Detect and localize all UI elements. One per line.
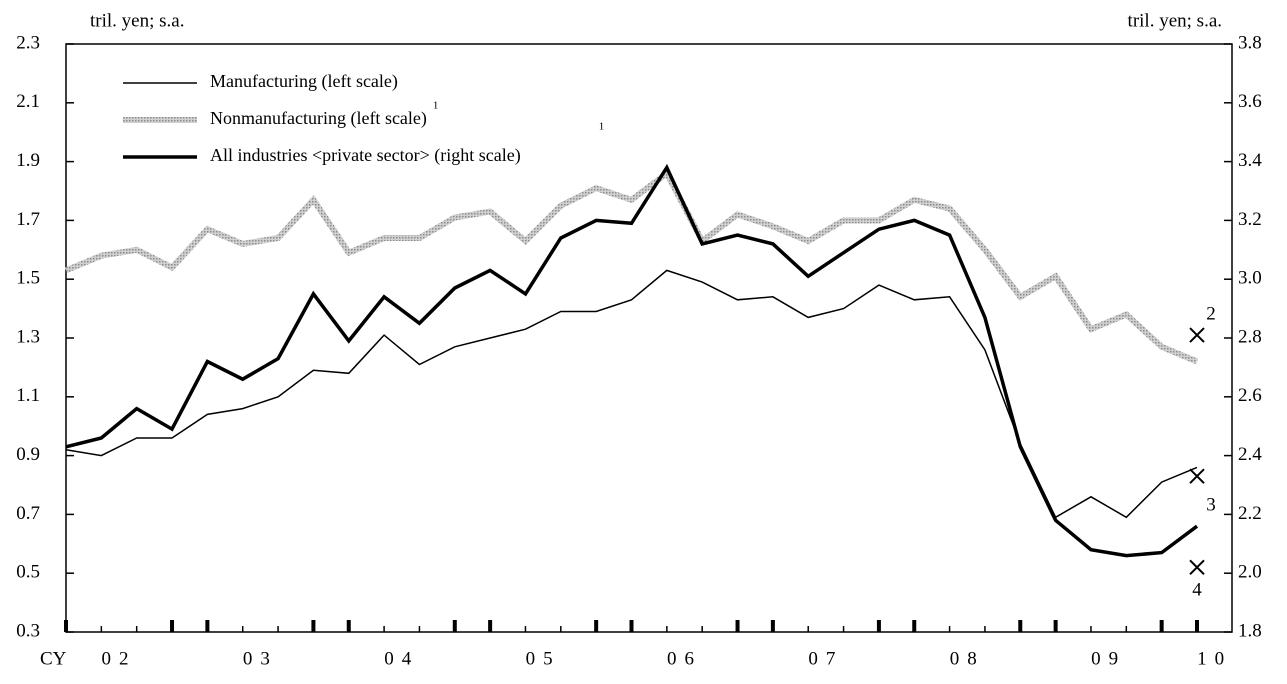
series-line: [65, 269, 1198, 519]
y-axis-label: tril. yen; s.a.: [90, 10, 184, 31]
forecast-label: 4: [1192, 580, 1202, 601]
series-line: [65, 163, 1199, 558]
forecast-marker: [1189, 468, 1205, 484]
forecast-label: 3: [1206, 495, 1216, 516]
y-tick-label: 2.1: [16, 91, 40, 112]
y2-tick-label: 1.8: [1238, 620, 1262, 641]
x-tick-label: 04: [384, 648, 419, 669]
legend-label: Nonmanufacturing (left scale): [210, 108, 427, 129]
y2-tick-label: 3.8: [1238, 32, 1262, 53]
x-tick-label: 06: [667, 648, 702, 669]
y2-axis-label: tril. yen; s.a.: [1128, 10, 1222, 31]
y-tick-label: 0.5: [16, 562, 40, 583]
legend-label: All industries <private sector> (right s…: [210, 145, 521, 166]
legend-label: Manufacturing (left scale): [210, 71, 398, 92]
x-tick-label: 09: [1091, 648, 1126, 669]
y-tick-label: 1.7: [16, 209, 40, 230]
y-tick-label: 1.9: [16, 150, 40, 171]
forecast-label: 2: [1206, 303, 1216, 324]
x-tick-label: 07: [808, 648, 843, 669]
x-tick-label: 02: [102, 648, 137, 669]
y-tick-label: 2.3: [16, 32, 40, 53]
y-tick-label: 0.7: [16, 503, 40, 524]
y2-tick-label: 3.0: [1238, 268, 1262, 289]
y-tick-label: 0.9: [16, 444, 40, 465]
x-tick-label: 05: [526, 648, 561, 669]
plot-frame: [65, 43, 1233, 633]
forecast-marker: [1189, 559, 1205, 576]
series-line: [64, 168, 1199, 365]
y2-tick-label: 2.6: [1238, 385, 1262, 406]
y2-tick-label: 2.2: [1238, 503, 1262, 524]
x-tick-label: 03: [243, 648, 278, 669]
y2-tick-label: 2.4: [1238, 444, 1262, 465]
x-tick-label: 08: [950, 648, 985, 669]
y-tick-label: 1.1: [16, 385, 40, 406]
y2-tick-label: 3.4: [1238, 150, 1262, 171]
y-tick-label: 0.3: [16, 620, 40, 641]
y2-tick-label: 2.8: [1238, 326, 1262, 347]
y-tick-label: 1.3: [16, 326, 40, 347]
y2-tick-label: 2.0: [1238, 562, 1262, 583]
x-tick-label: 10: [1197, 648, 1232, 669]
x-prefix: CY: [40, 648, 67, 669]
legend-note: 1: [599, 121, 605, 133]
y-tick-label: 1.5: [16, 268, 40, 289]
forecast-marker: [1189, 327, 1205, 343]
y2-tick-label: 3.2: [1238, 209, 1262, 230]
y2-tick-label: 3.6: [1238, 91, 1262, 112]
legend-note: 1: [433, 100, 439, 112]
